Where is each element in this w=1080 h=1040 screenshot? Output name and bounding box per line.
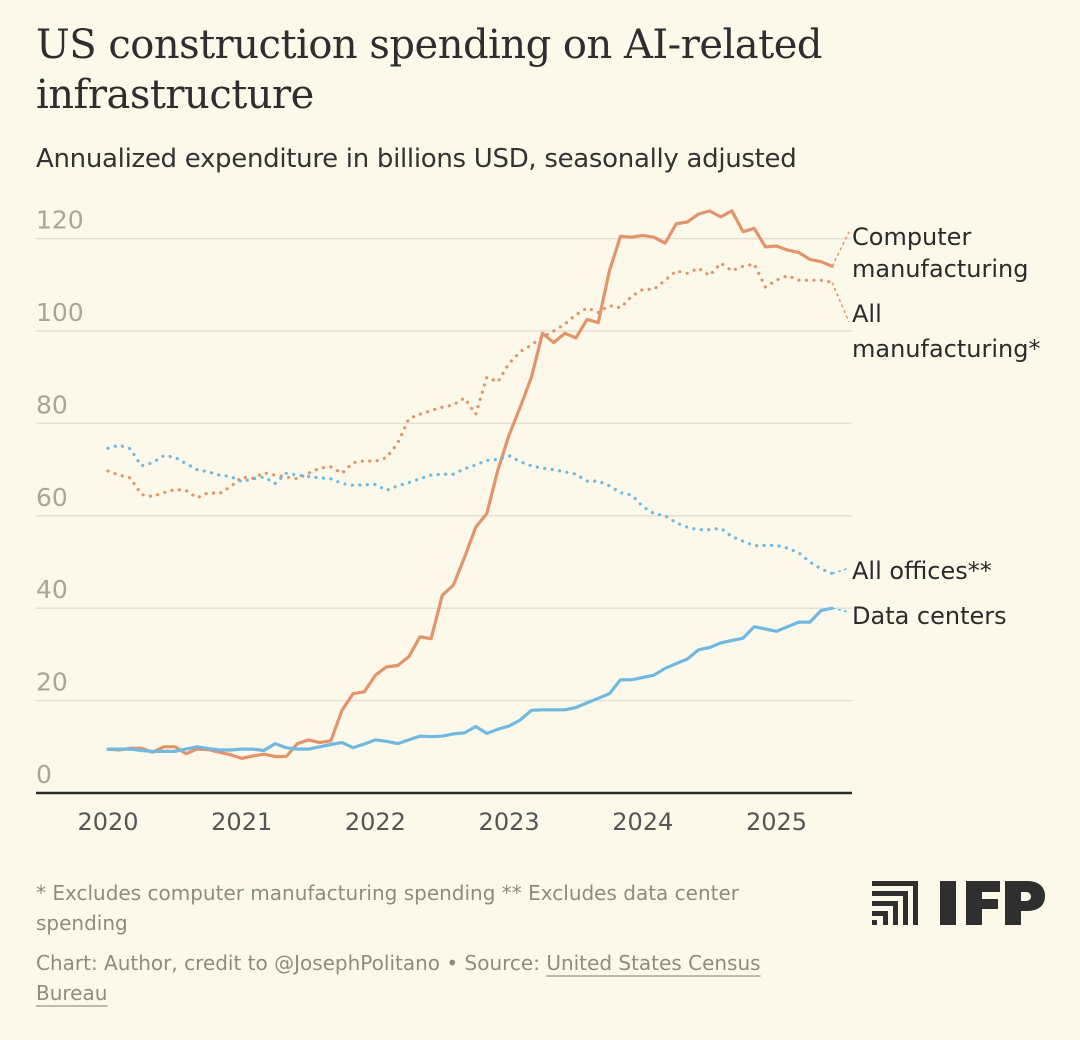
chart-title: US construction spending on AI-related i… <box>36 22 822 118</box>
y-tick-label: 120 <box>36 206 84 235</box>
y-tick-label: 80 <box>36 390 68 419</box>
source-prefix: Chart: Author, credit to @JosephPolitano… <box>36 951 547 975</box>
series-label: Data centers <box>852 602 1007 630</box>
series-label: Computer <box>852 223 971 251</box>
x-tick-label: 2025 <box>746 808 807 836</box>
series-line-all-manufacturing <box>106 261 834 500</box>
x-tick-label: 2020 <box>77 808 138 836</box>
label-leader-line <box>831 282 850 323</box>
label-leader-line <box>831 231 850 267</box>
x-tick-label: 2022 <box>345 808 406 836</box>
series-label: All <box>852 300 882 328</box>
series-line-all-offices <box>106 443 834 576</box>
label-leader-line <box>832 607 850 613</box>
x-tick-label: 2024 <box>612 808 673 836</box>
x-tick-label: 2021 <box>211 808 272 836</box>
gridlines <box>36 237 852 795</box>
y-axis-ticks: 0 20 40 60 80 100 120 <box>36 206 84 789</box>
y-tick-label: 0 <box>36 760 52 789</box>
footnote: * Excludes computer manufacturing spendi… <box>36 881 740 935</box>
chart-subtitle: Annualized expenditure in billions USD, … <box>36 144 797 174</box>
y-tick-label: 60 <box>36 483 68 512</box>
y-tick-label: 40 <box>36 575 68 604</box>
label-leader-line <box>831 567 850 575</box>
line-chart: 0 20 40 60 80 100 120 2020 2021 2022 2023 2024 2025… <box>36 206 1040 836</box>
y-tick-label: 20 <box>36 668 68 697</box>
y-tick-label: 100 <box>36 298 84 327</box>
series-labels: Computer manufacturing All manufacturing* Al… <box>831 223 1040 630</box>
series-lines <box>106 209 834 761</box>
source-link[interactable]: United States Census Bureau <box>36 951 761 1005</box>
series-label: All offices** <box>852 557 992 585</box>
series-line-computer-manufacturing <box>106 209 834 761</box>
source-line: Chart: Author, credit to @JosephPolitano… <box>36 948 816 1008</box>
series-label: manufacturing* <box>852 335 1040 363</box>
x-tick-label: 2023 <box>479 808 540 836</box>
ifp-logo <box>872 881 1045 925</box>
x-axis-ticks: 2020 2021 2022 2023 2024 2025 <box>77 808 807 836</box>
series-line-data-centers <box>106 606 834 754</box>
series-label: manufacturing <box>852 255 1028 283</box>
